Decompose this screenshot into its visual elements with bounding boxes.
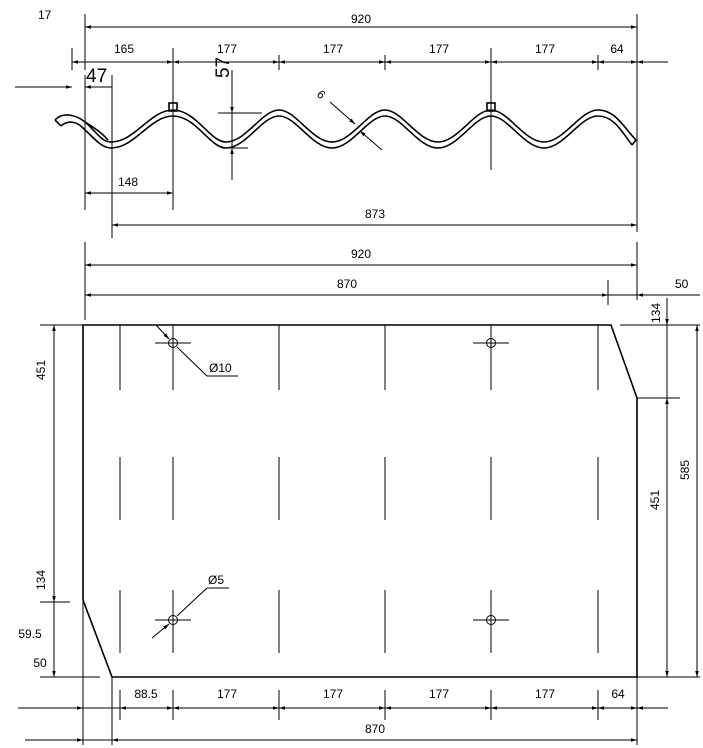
plan-view: 920 870 50 <box>18 242 700 745</box>
dim-bottom-pitch-2: 177 <box>323 687 343 701</box>
dim-top-edge-width: 870 <box>337 277 357 291</box>
dim-cover-width: 873 <box>365 207 385 221</box>
dim-bottom-cut-offset: 59.5 <box>18 627 42 641</box>
dim-bottom-pitch-1: 177 <box>217 687 237 701</box>
dim-profile-total-width: 920 <box>351 12 371 26</box>
hole-large-label: Ø10 <box>209 361 232 375</box>
dim-corner-top-height: 134 <box>649 303 663 323</box>
dim-bottom-offset-first: 88.5 <box>134 687 158 701</box>
dim-bottom-pitch-4: 177 <box>535 687 555 701</box>
dim-bottom-total-width: 870 <box>365 722 385 736</box>
hole-small-label: Ø5 <box>208 573 224 587</box>
dim-offset-first: 165 <box>114 42 134 56</box>
page-number: 17 <box>38 8 52 22</box>
dim-first-hole-offset: 148 <box>118 175 138 189</box>
dim-thickness: 6 <box>314 87 329 102</box>
dim-pitch-1: 177 <box>217 42 237 56</box>
dim-left-long-edge: 451 <box>34 360 48 380</box>
dim-corner-top-width: 50 <box>675 277 689 291</box>
dim-pitch-2: 177 <box>323 42 343 56</box>
dim-end-right: 64 <box>610 42 624 56</box>
dim-bottom-end-right: 64 <box>611 687 625 701</box>
dim-bottom-pitch-3: 177 <box>429 687 449 701</box>
dim-right-long-edge: 451 <box>648 490 662 510</box>
profile-view: 920 165 177 177 177 177 64 47 <box>15 12 668 238</box>
dim-corner-bottom-height: 134 <box>34 570 48 590</box>
dim-wave-height: 57 <box>213 57 234 78</box>
dim-pitch-3: 177 <box>429 42 449 56</box>
dim-overlap-left: 47 <box>86 66 107 87</box>
dim-pitch-4: 177 <box>535 42 555 56</box>
dim-total-height: 585 <box>678 460 692 480</box>
dim-bottom-margin: 50 <box>33 656 47 670</box>
dim-plan-total-width: 920 <box>351 247 371 261</box>
